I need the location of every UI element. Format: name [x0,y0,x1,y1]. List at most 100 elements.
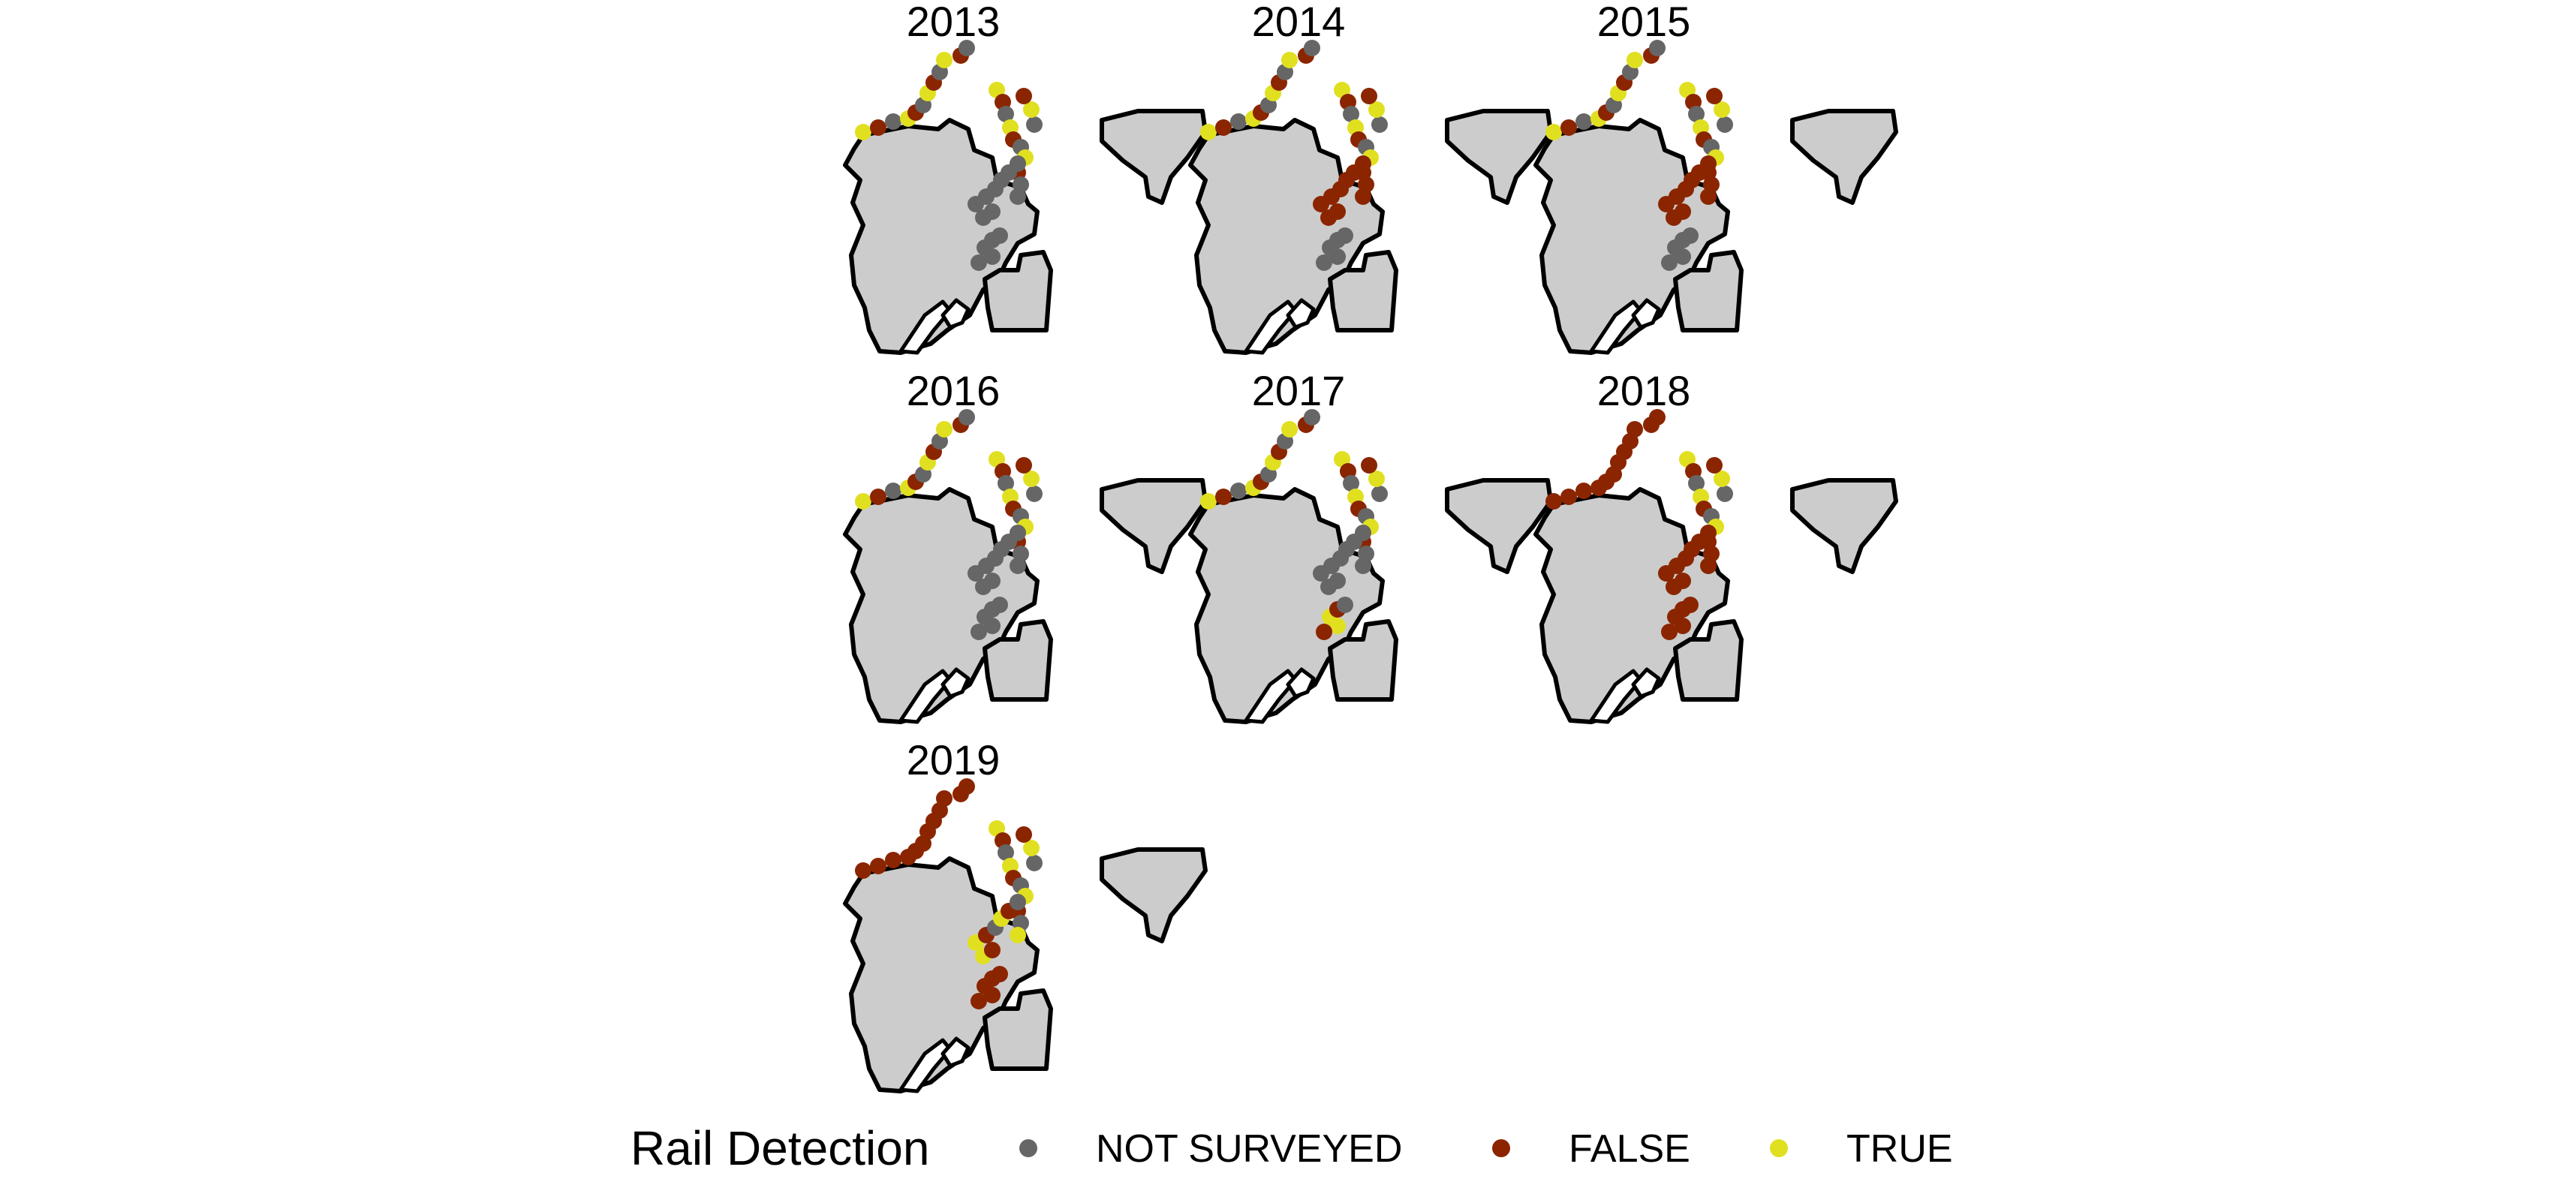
detection-point [958,40,975,56]
detection-point [1688,475,1705,492]
detection-point [1343,475,1359,492]
map-panel-2018: 2018 [1536,367,1896,722]
detection-point [1343,106,1359,122]
detection-point [992,966,1008,982]
legend-label-not-surveyed: NOT SURVEYED [1096,1127,1402,1171]
detection-point [870,858,886,874]
detection-point [1023,840,1040,856]
detection-point [1304,409,1320,426]
detection-point [1682,597,1699,613]
legend-title: Rail Detection [630,1121,929,1175]
detection-point [855,493,871,510]
detection-point [1545,493,1562,510]
legend: Rail Detection NOT SURVEYED FALSE TRUE [630,1121,1953,1175]
detection-point [971,993,987,1009]
map-panel-2019: 2019 [845,736,1205,1091]
detection-point [1026,116,1043,133]
panel-title: 2014 [1252,0,1346,45]
detection-point [1281,421,1298,438]
detection-point [1649,40,1666,56]
detection-point [984,618,1001,634]
detection-point [1649,409,1666,426]
detection-point [1371,486,1388,502]
detection-point [1329,203,1346,220]
detection-point [870,489,886,505]
detection-point [1316,624,1332,640]
detection-point [1706,88,1723,104]
facet-panels: 2013 2014 2015 2016 2017 2018 2019 [845,0,1896,1091]
detection-point [1717,486,1733,502]
detection-point [1368,471,1385,487]
detection-point [885,483,901,499]
detection-point [1675,573,1691,589]
detection-point [1371,116,1388,133]
detection-point [1661,624,1678,640]
detection-point [1560,489,1577,505]
detection-point [1675,248,1691,265]
detection-point [1355,188,1371,205]
detection-point [992,597,1008,613]
detection-point [1355,155,1371,172]
detection-point [855,124,871,140]
detection-point [1700,525,1717,541]
detection-point [1575,483,1592,499]
map-panel-2017: 2017 [1190,367,1551,722]
detection-point [1355,525,1371,541]
legend-dot-true [1770,1139,1788,1157]
detection-point [958,409,975,426]
legend-dot-not-surveyed [1019,1139,1037,1157]
detection-point [1361,88,1377,104]
detection-point [1688,106,1705,122]
detection-point [1661,254,1678,271]
detection-point [1675,203,1691,220]
legend-label-true: TRUE [1846,1127,1953,1171]
detection-point [1682,227,1699,244]
detection-point [855,862,871,879]
detection-point [885,113,901,130]
detection-point [1010,155,1026,172]
map-panel-2015: 2015 [1536,0,1896,353]
detection-point [1714,471,1730,487]
detection-point [971,624,987,640]
detection-point [1016,457,1032,474]
detection-point [1545,124,1562,140]
detection-point [984,203,1001,220]
detection-point [1016,826,1032,843]
detection-point [1230,113,1247,130]
panel-title: 2016 [907,367,1001,414]
detection-point [1627,52,1643,68]
detection-point [1355,558,1371,574]
detection-point [958,778,975,795]
detection-point [1575,113,1592,130]
detection-point [1329,248,1346,265]
panel-title: 2018 [1597,367,1691,414]
detection-point [992,227,1008,244]
map-panel-2013: 2013 [845,0,1205,353]
detection-point [1200,493,1217,510]
legend-dot-false [1492,1139,1510,1157]
detection-point [1714,101,1730,118]
detection-point [1016,88,1032,104]
detection-point [1700,155,1717,172]
detection-point [1200,124,1217,140]
detection-point [1675,618,1691,634]
detection-point [1215,119,1232,136]
detection-point [1010,525,1026,541]
panel-title: 2019 [907,736,1001,783]
detection-point [1215,489,1232,505]
detection-point [1010,927,1026,943]
detection-point [1717,116,1733,133]
detection-point [1361,457,1377,474]
detection-point [1026,486,1043,502]
detection-point [998,844,1014,861]
detection-point [1023,471,1040,487]
detection-point [1337,597,1353,613]
detection-point [1010,558,1026,574]
detection-point [1706,457,1723,474]
detection-point [936,421,952,438]
detection-point [936,790,952,807]
panel-title: 2015 [1597,0,1691,45]
detection-point [1010,894,1026,910]
panel-title: 2013 [907,0,1001,45]
detection-point [1627,421,1643,438]
